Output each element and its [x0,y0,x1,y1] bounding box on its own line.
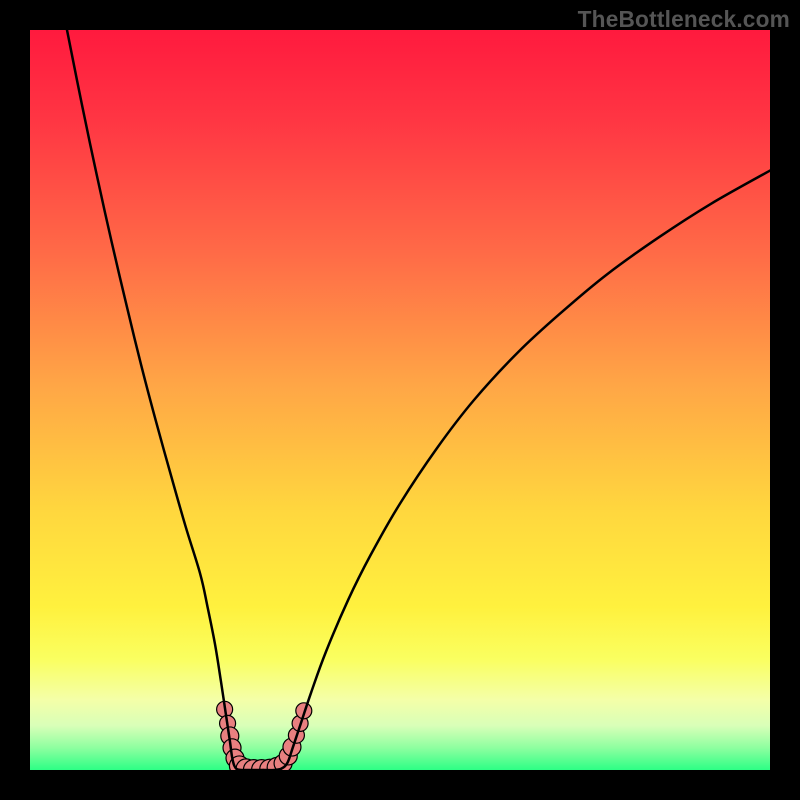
left-curve [67,30,263,770]
right-curve [263,171,770,770]
plot-area [30,30,770,770]
watermark-text: TheBottleneck.com [578,6,790,33]
figure-canvas: TheBottleneck.com [0,0,800,800]
plot-svg [30,30,770,770]
